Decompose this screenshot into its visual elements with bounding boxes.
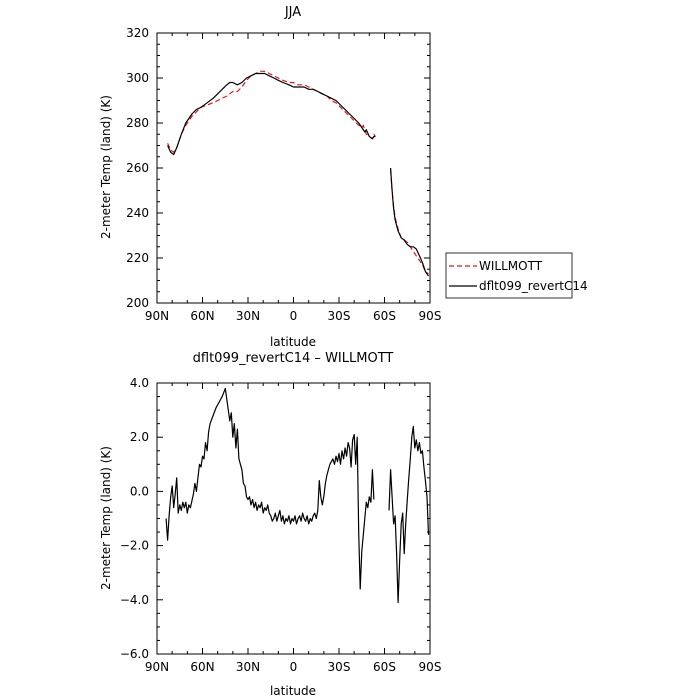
chart-title: JJA [284,5,301,20]
y-tick-label: 300 [126,71,149,85]
x-tick-label: 30N [236,660,260,674]
x-tick-label: 90S [419,660,442,674]
y-tick-label: 260 [126,161,149,175]
x-tick-label: 90N [145,660,169,674]
series-line-difference-seg1 [388,425,430,604]
y-axis-label: 2-meter Temp (land) (K) [99,95,113,239]
series-line-dflt099-revertc14-seg1 [390,167,429,277]
y-tick-label: 320 [126,26,149,40]
y-axis-label: 2-meter Temp (land) (K) [99,446,113,590]
y-tick-label: −2.0 [120,539,149,553]
x-tick-label: 60N [190,660,214,674]
series-line-difference-seg0 [165,387,375,590]
x-tick-label: 30N [236,309,260,323]
y-tick-label: −4.0 [120,593,149,607]
plot-area: 90N 60N 30N 0 30S 60S 90S −6.0 −4.0 −2.0 0.0 2.0 4.0 [120,376,442,674]
y-tick-label: −6.0 [120,647,149,661]
series-line-willmott-seg1 [390,170,429,275]
plot-area: 90N 60N 30N 0 30S 60S 90S 200 220 240 260 280 300 320 [126,26,441,323]
x-tick-label: 60N [190,309,214,323]
series-line-dflt099-revertc14-seg0 [167,72,376,156]
legend-label-willmott: WILLMOTT [479,259,543,273]
plot-frame [156,32,431,304]
x-axis-label: latitude [270,335,316,349]
y-tick-label: 280 [126,116,149,130]
x-tick-label: 30S [328,660,351,674]
y-tick-label: 0.0 [130,484,149,498]
x-tick-label: 0 [290,660,298,674]
y-tick-label: 220 [126,251,149,265]
legend-box [445,252,573,299]
series-line-willmott-seg0 [167,70,376,153]
chart-temperature-jja: JJA 2-meter Temp (land) (K) latitude 90N… [99,5,441,349]
chart-title: dflt099_revertC14 – WILLMOTT [193,351,394,366]
x-tick-label: 90N [145,309,169,323]
x-axis-label: latitude [270,684,316,698]
x-tick-label: 0 [290,309,298,323]
x-tick-label: 30S [328,309,351,323]
chart-temperature-difference: dflt099_revertC14 – WILLMOTT 2-meter Tem… [99,351,441,698]
plot-frame [156,382,431,655]
x-tick-label: 60S [373,660,396,674]
y-tick-label: 2.0 [130,430,149,444]
y-tick-label: 200 [126,296,149,310]
y-tick-label: 240 [126,206,149,220]
x-tick-label: 90S [419,309,442,323]
legend-label-dflt099: dflt099_revertC14 [479,279,588,293]
legend: WILLMOTT dflt099_revertC14 [445,252,588,299]
y-tick-label: 4.0 [130,376,149,390]
x-tick-label: 60S [373,309,396,323]
